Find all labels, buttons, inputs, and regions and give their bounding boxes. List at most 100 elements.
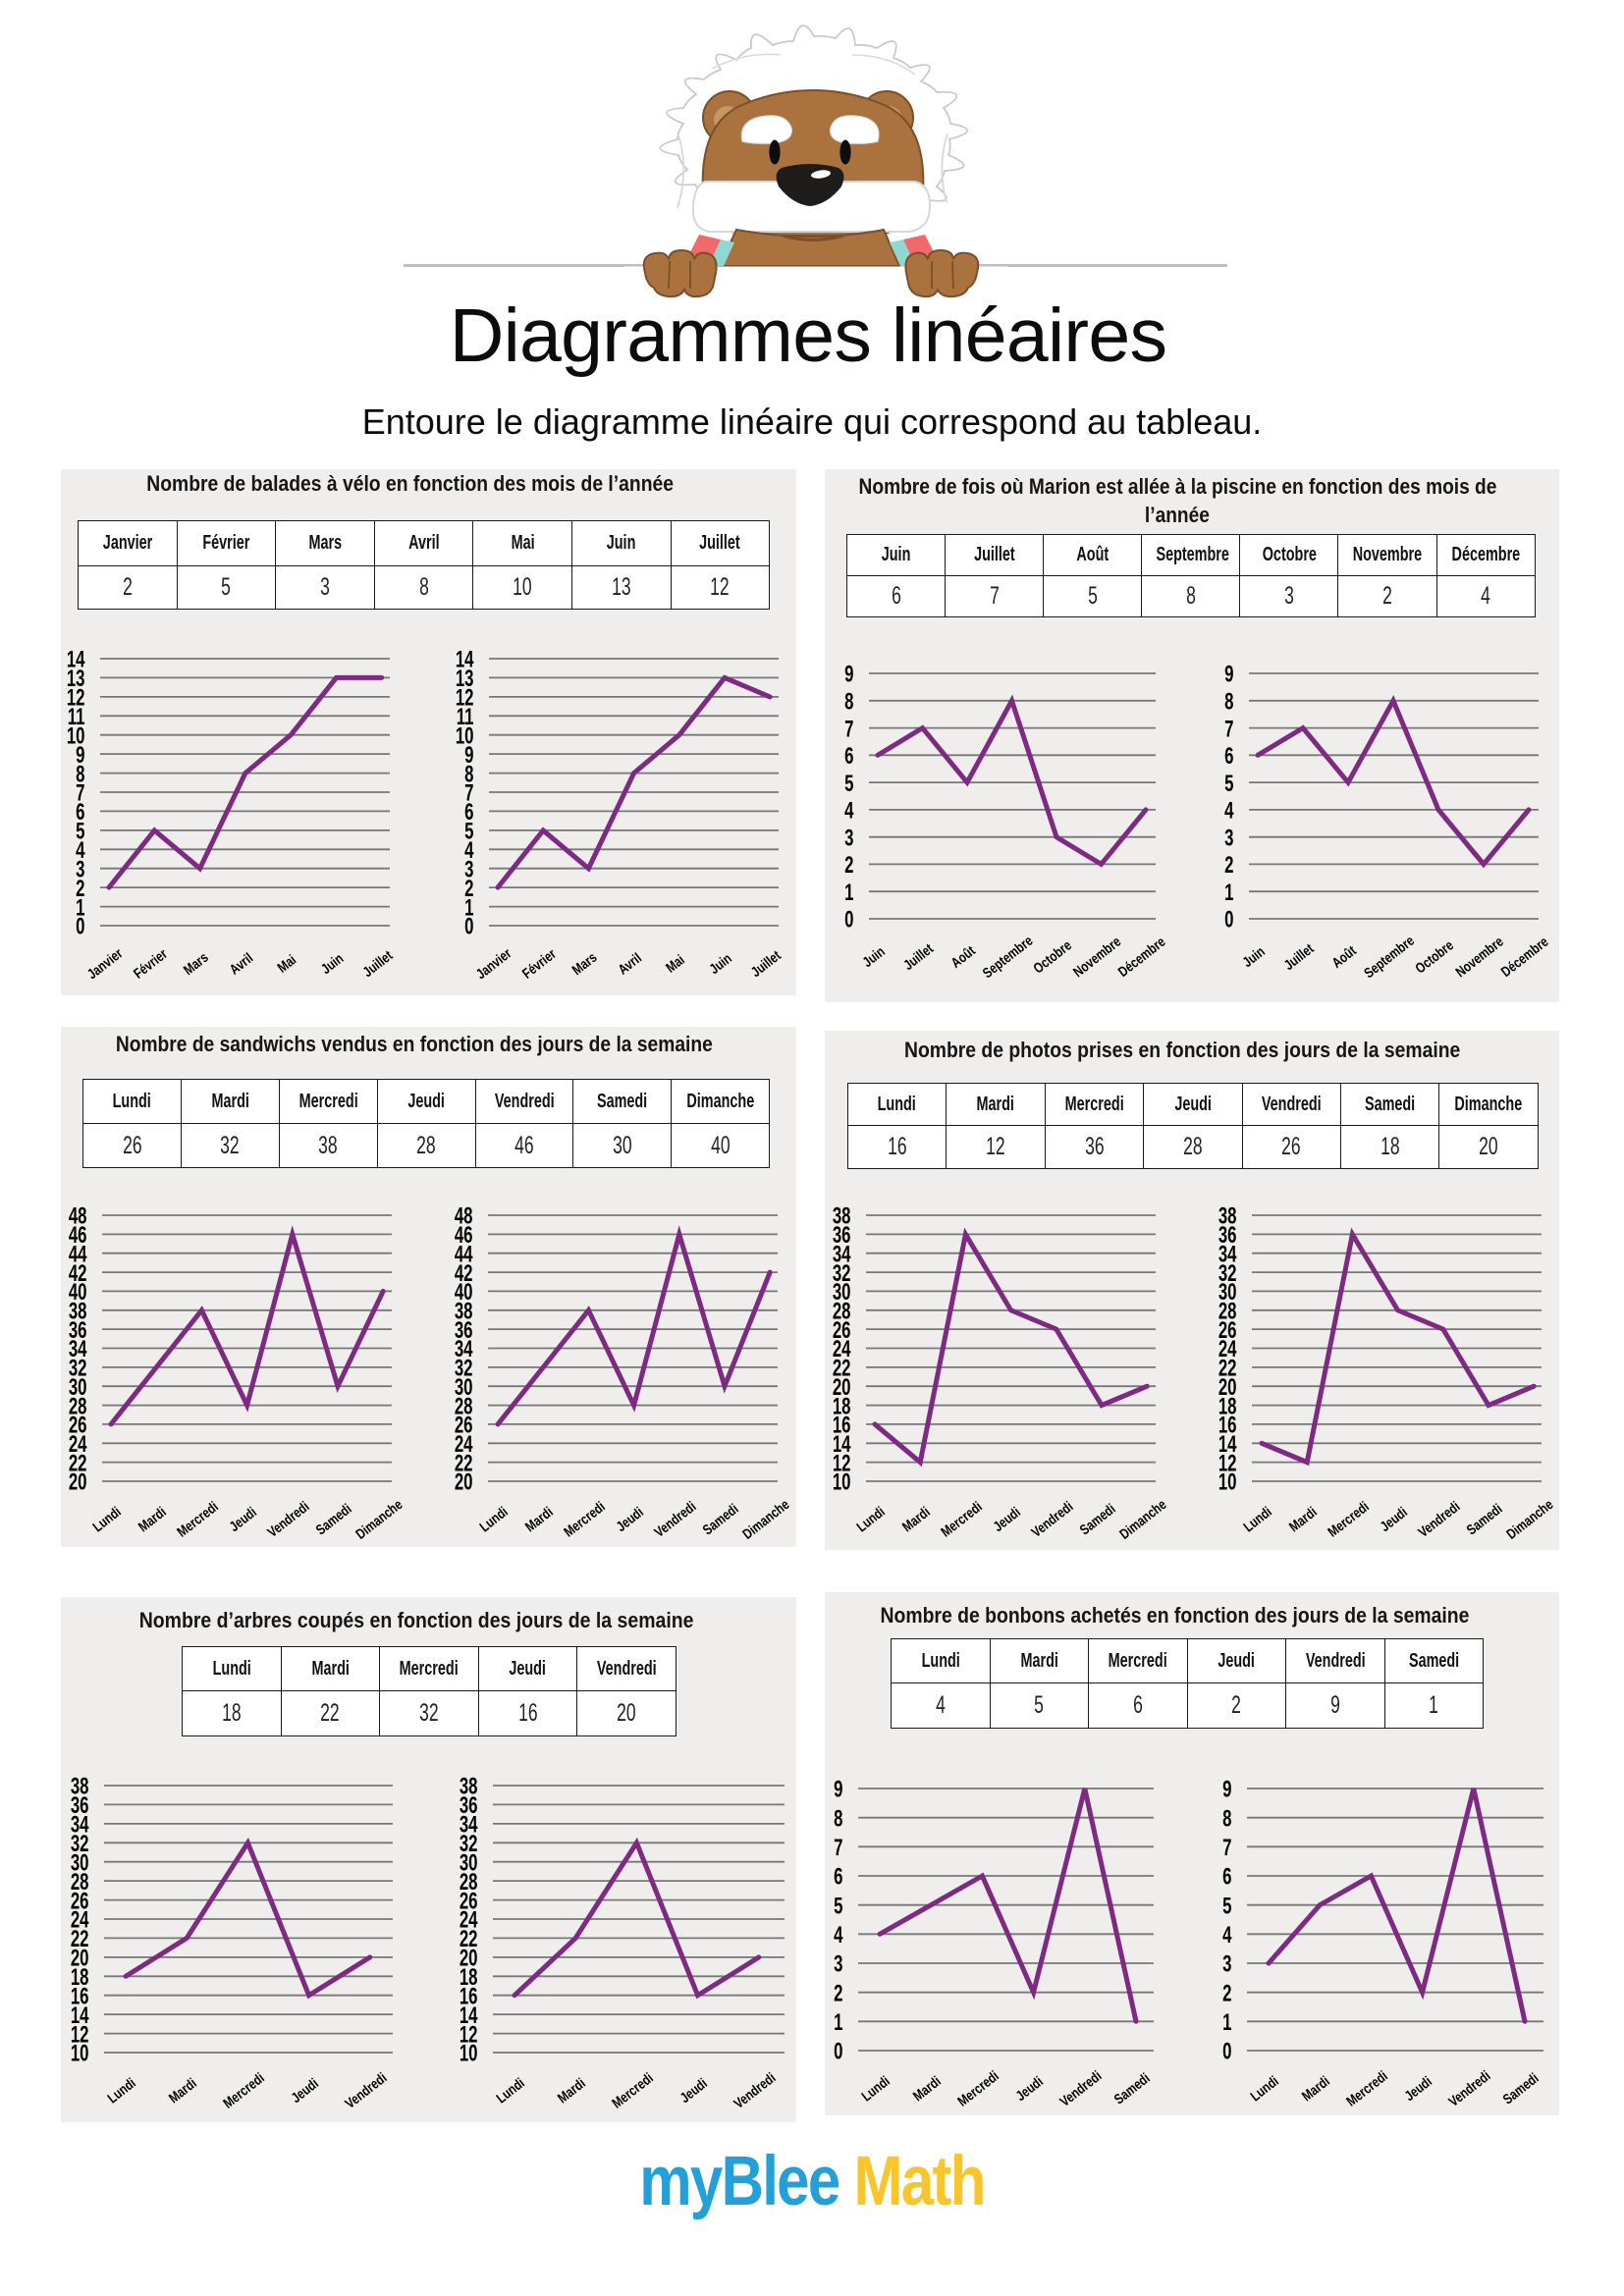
svg-text:44: 44	[69, 1242, 87, 1268]
svg-text:2: 2	[844, 852, 853, 879]
svg-text:48: 48	[69, 1203, 87, 1230]
svg-text:18: 18	[1218, 1393, 1237, 1419]
svg-text:4: 4	[844, 798, 854, 825]
svg-text:28: 28	[69, 1393, 87, 1419]
svg-text:14: 14	[71, 2002, 89, 2029]
svg-text:6: 6	[1224, 743, 1233, 770]
svg-text:18: 18	[833, 1393, 851, 1419]
svg-text:Lundi: Lundi	[858, 2072, 893, 2104]
svg-text:10: 10	[1218, 1469, 1237, 1496]
svg-text:10: 10	[833, 1469, 851, 1496]
svg-text:9: 9	[834, 1777, 842, 1803]
svg-text:Mardi: Mardi	[135, 1504, 170, 1535]
svg-text:Mercredi: Mercredi	[174, 1498, 221, 1540]
svg-text:24: 24	[833, 1336, 851, 1362]
svg-text:34: 34	[455, 1336, 473, 1362]
svg-text:Mardi: Mardi	[899, 1504, 934, 1535]
svg-text:4: 4	[1224, 798, 1234, 825]
svg-text:Mardi: Mardi	[166, 2075, 200, 2107]
svg-text:26: 26	[460, 1888, 478, 1914]
svg-text:36: 36	[833, 1222, 851, 1249]
svg-text:12: 12	[1218, 1450, 1237, 1476]
svg-text:9: 9	[1224, 662, 1233, 688]
svg-text:46: 46	[455, 1222, 473, 1249]
svg-text:28: 28	[1218, 1299, 1237, 1325]
svg-text:42: 42	[69, 1260, 87, 1287]
svg-text:1: 1	[76, 894, 84, 921]
svg-text:16: 16	[71, 1984, 89, 2010]
svg-text:Décembre: Décembre	[1115, 934, 1168, 981]
svg-text:7: 7	[464, 780, 473, 807]
svg-text:Mardi: Mardi	[555, 2075, 589, 2107]
svg-text:36: 36	[69, 1317, 87, 1344]
svg-text:26: 26	[1218, 1317, 1237, 1344]
svg-text:22: 22	[71, 1926, 89, 1952]
svg-text:26: 26	[71, 1888, 89, 1914]
svg-text:20: 20	[455, 1469, 473, 1496]
svg-text:12: 12	[460, 2021, 478, 2048]
svg-text:Mercredi: Mercredi	[609, 2069, 656, 2111]
svg-text:22: 22	[1218, 1356, 1237, 1382]
svg-text:5: 5	[464, 819, 473, 845]
svg-text:Avril: Avril	[615, 949, 644, 978]
svg-text:34: 34	[69, 1336, 87, 1362]
svg-text:Novembre: Novembre	[1070, 934, 1124, 981]
svg-text:36: 36	[455, 1317, 473, 1344]
svg-text:24: 24	[69, 1431, 87, 1458]
svg-text:11: 11	[457, 704, 474, 730]
svg-text:Février: Février	[519, 945, 560, 982]
svg-text:Lundi: Lundi	[1247, 2072, 1281, 2104]
svg-text:20: 20	[69, 1469, 87, 1496]
svg-text:4: 4	[834, 1922, 843, 1949]
svg-text:0: 0	[1224, 907, 1233, 934]
svg-text:26: 26	[69, 1413, 87, 1439]
svg-text:30: 30	[455, 1374, 473, 1401]
svg-text:1: 1	[834, 2009, 842, 2036]
svg-text:20: 20	[1218, 1374, 1237, 1401]
svg-text:4: 4	[1222, 1922, 1232, 1949]
svg-text:Mardi: Mardi	[1286, 1504, 1321, 1535]
svg-text:5: 5	[1222, 1894, 1231, 1920]
svg-text:Samedi: Samedi	[1463, 1500, 1505, 1537]
svg-text:16: 16	[833, 1413, 851, 1439]
svg-text:Samedi: Samedi	[312, 1500, 354, 1537]
svg-text:Janvier: Janvier	[473, 945, 514, 983]
svg-text:36: 36	[71, 1792, 89, 1819]
svg-text:Lundi: Lundi	[104, 2074, 138, 2106]
svg-text:10: 10	[67, 723, 85, 750]
svg-text:7: 7	[76, 780, 84, 807]
svg-text:Samedi: Samedi	[1110, 2069, 1153, 2107]
svg-text:Mai: Mai	[274, 951, 298, 976]
svg-text:Samedi: Samedi	[699, 1500, 741, 1537]
svg-text:Lundi: Lundi	[476, 1503, 511, 1534]
svg-text:12: 12	[456, 685, 474, 712]
svg-text:6: 6	[1222, 1864, 1231, 1891]
svg-text:5: 5	[844, 771, 853, 797]
svg-text:38: 38	[455, 1299, 473, 1325]
svg-text:Juillet: Juillet	[748, 946, 785, 980]
svg-text:Vendredi: Vendredi	[1056, 2067, 1105, 2109]
svg-text:36: 36	[460, 1792, 478, 1819]
svg-text:42: 42	[455, 1260, 473, 1287]
svg-text:32: 32	[455, 1356, 473, 1382]
svg-text:Septembre: Septembre	[979, 933, 1035, 982]
svg-text:Septembre: Septembre	[1361, 933, 1417, 982]
svg-text:36: 36	[1218, 1222, 1237, 1249]
svg-text:12: 12	[833, 1450, 851, 1476]
svg-text:Juillet: Juillet	[1280, 939, 1317, 973]
svg-text:5: 5	[1224, 771, 1233, 797]
svg-text:Mercredi: Mercredi	[220, 2069, 267, 2111]
svg-text:Mardi: Mardi	[1299, 2073, 1333, 2105]
svg-text:Jeudi: Jeudi	[990, 1504, 1023, 1535]
svg-text:8: 8	[844, 689, 853, 716]
svg-text:3: 3	[844, 826, 853, 852]
svg-text:32: 32	[1218, 1260, 1237, 1287]
svg-text:Dimanche: Dimanche	[739, 1496, 792, 1542]
svg-text:8: 8	[1224, 689, 1233, 716]
svg-text:14: 14	[1218, 1431, 1237, 1458]
svg-text:2: 2	[464, 876, 473, 902]
svg-text:Vendredi: Vendredi	[731, 2069, 779, 2111]
svg-text:Janvier: Janvier	[84, 945, 126, 983]
svg-text:8: 8	[1222, 1806, 1231, 1833]
svg-text:Mercredi: Mercredi	[954, 2067, 1001, 2109]
